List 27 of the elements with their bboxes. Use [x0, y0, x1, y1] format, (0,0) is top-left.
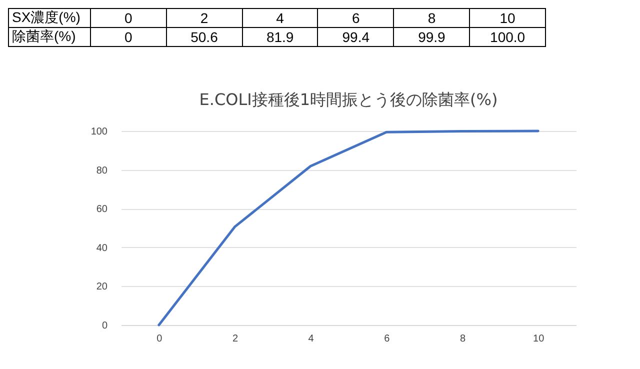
category-label: 0 — [124, 10, 132, 26]
category-label: 2 — [200, 10, 208, 26]
x-tick-label: 0 — [156, 334, 163, 344]
x-tick-label: 8 — [460, 334, 466, 344]
category-label: 6 — [352, 10, 360, 26]
y-tick-label: 80 — [96, 165, 108, 176]
chart-title: E.COLI接種後1時間振とう後の除菌率(%) — [199, 90, 498, 109]
text: SX濃度(%) — [8, 8, 90, 28]
x-tick-label: 10 — [533, 334, 545, 344]
y-tick-label: 0 — [102, 320, 108, 332]
line-series — [158, 130, 540, 326]
text: 除菌率(%) — [8, 28, 90, 46]
data-label: 99.9 — [394, 28, 470, 46]
data-label: 99.4 — [318, 28, 394, 46]
x-tick-label: 2 — [232, 334, 238, 344]
y-tick-label: 20 — [96, 282, 108, 293]
category-label: 8 — [428, 10, 436, 26]
data-label: 50.6 — [166, 28, 242, 46]
y-tick-label: 60 — [96, 204, 108, 216]
data-label: 100.0 — [470, 28, 546, 46]
y-tick-label: 100 — [90, 126, 108, 138]
category-label: 10 — [500, 10, 516, 26]
x-tick-label: 4 — [308, 334, 314, 344]
category-label: 4 — [276, 10, 284, 26]
x-tick-label: 6 — [384, 334, 390, 344]
y-tick-label: 40 — [96, 242, 108, 254]
data-label: 81.9 — [242, 28, 318, 46]
